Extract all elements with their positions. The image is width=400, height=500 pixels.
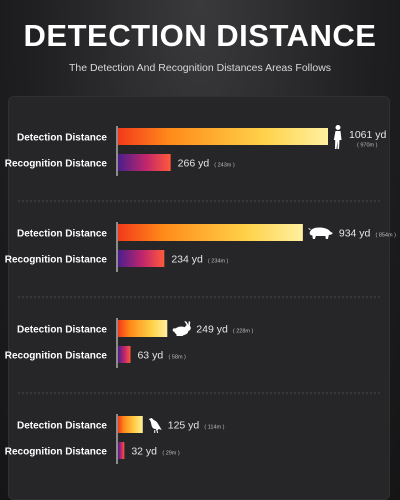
recognition-metric-label: ( 243m ): [214, 163, 235, 169]
detection-metric-label: ( 114m ): [204, 425, 224, 431]
recognition-metric-label: ( 58m ): [168, 355, 186, 361]
page-subtitle: The Detection And Recognition Distances …: [68, 62, 332, 74]
recognition-bar: [118, 154, 171, 171]
chart-panel: [8, 96, 390, 500]
detection-value-label: 934 yd: [339, 228, 371, 240]
recognition-label: Recognition Distance: [5, 447, 108, 458]
detection-bar: [118, 416, 143, 433]
boar-icon: [307, 227, 333, 239]
recognition-value-label: 234 yd: [171, 254, 203, 266]
detection-value-label: 1061 yd: [349, 129, 387, 141]
detection-label: Detection Distance: [17, 133, 107, 144]
recognition-label: Recognition Distance: [5, 351, 108, 362]
recognition-bar: [118, 250, 165, 267]
recognition-value-label: 266 yd: [178, 158, 210, 170]
detection-value-label: 125 yd: [168, 420, 200, 432]
detection-label: Detection Distance: [17, 325, 107, 336]
recognition-bar: [118, 346, 131, 363]
detection-label: Detection Distance: [17, 229, 107, 240]
detection-metric-label: ( 854m ): [375, 233, 396, 239]
page-title: DETECTION DISTANCE: [23, 18, 377, 53]
human-icon: [333, 125, 342, 149]
recognition-bar: [118, 442, 125, 459]
recognition-metric-label: ( 234m ): [208, 259, 229, 265]
recognition-value-label: 63 yd: [137, 350, 163, 362]
recognition-label: Recognition Distance: [5, 255, 108, 266]
rabbit-icon: [172, 321, 191, 336]
detection-metric-label: ( 228m ): [233, 329, 254, 335]
detection-value-label: 249 yd: [196, 324, 228, 336]
detection-bar: [118, 320, 168, 337]
detection-metric-label: ( 970m ): [357, 143, 378, 149]
detection-bar: [118, 128, 328, 145]
recognition-metric-label: ( 29m ): [162, 451, 180, 457]
bird-icon: [148, 418, 162, 434]
recognition-value-label: 32 yd: [131, 446, 157, 458]
detection-bar: [118, 224, 303, 241]
detection-label: Detection Distance: [17, 421, 107, 432]
recognition-label: Recognition Distance: [5, 159, 108, 170]
